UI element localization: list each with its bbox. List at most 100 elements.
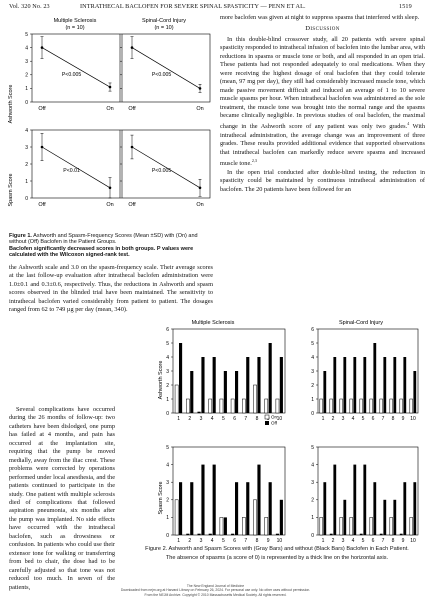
bar-on [389,398,393,414]
bar-on [230,398,235,414]
bar-on [369,517,373,536]
bar-off [246,357,250,413]
x-tick-label: 3 [342,416,345,422]
y-tick-label: 4 [25,128,28,134]
data-point [40,46,44,49]
bar-off [257,357,261,413]
panel-frame [31,33,121,103]
x-tick-label: 4 [352,416,355,422]
y-tick-label: 2 [166,383,169,389]
bar-on [242,398,246,414]
x-tick-label: 8 [256,538,259,544]
y-tick-label: 2 [311,498,314,504]
x-tick-label: 4 [211,538,214,544]
x-tick-label-on: On [106,106,113,112]
figure-2-caption: Figure 2. Ashworth and Spasm Scores with… [128,546,426,561]
right-paragraph-top: more baclofen was given at night to supp… [220,14,420,21]
bar-off [363,357,367,413]
bar-off [212,464,216,535]
bar-on [174,384,179,414]
bar-off [353,464,357,535]
panel-frame [317,446,419,536]
fig1-panel-sci-spasm: Off On P<0.005 [120,129,211,208]
x-tick-label: 6 [372,538,375,544]
bar-on [275,398,280,414]
bar-on [174,499,179,536]
y-tick-label: 3 [25,145,28,151]
y-tick-label: 2 [311,383,314,389]
bar-off [201,357,205,413]
x-tick-label-on: On [196,202,203,208]
y-tick-label: 1 [25,86,28,92]
panel-frame [172,328,286,414]
footer: The New England Journal of Medicine Down… [0,584,431,597]
x-tick-label: 4 [211,416,214,422]
fig1-caption-line2: Baclofen significantly decreased scores … [9,245,194,259]
data-point [108,186,112,190]
x-tick-label: 6 [233,416,236,422]
data-point [130,46,134,49]
panel-frame [121,33,211,103]
bar-on [409,398,413,414]
y-tick-label: 1 [166,397,169,403]
x-tick-label-off: Off [38,202,46,208]
running-header-title: INTRATHECAL BACLOFEN FOR SEVERE SPINAL S… [80,3,306,10]
bar-off [179,343,183,413]
bar-off [363,464,367,535]
bar-off [235,482,239,535]
bar-off [323,482,327,535]
x-tick-label: 7 [244,416,247,422]
fig2-panel-sci-spasm: 0 1 2 3 4 5 1 2 3 4 5 6 7 8 9 10 [311,445,419,544]
bar-off [353,357,357,413]
discussion-p1-b: With intrathecal administration, the ave… [220,123,425,168]
bar-off [413,371,417,413]
x-tick-label-off: Off [128,202,136,208]
p-value-annotation: P<0.01 [63,168,80,174]
y-tick-label: 5 [166,341,169,347]
bar-on [264,517,269,536]
x-tick-label-off: Off [38,106,46,112]
bar-off [212,357,216,413]
y-tick-label: 4 [311,355,314,361]
bar-off [201,464,205,535]
x-tick-label-on: On [196,106,203,112]
panel-frame [121,129,211,199]
x-tick-label: 6 [372,416,375,422]
left-column-narrow: Several complications have occurred duri… [9,406,115,592]
bar-off [333,357,337,413]
bar-on [319,398,323,414]
x-tick-label: 6 [233,538,236,544]
bar-off [190,482,194,535]
bar-on [219,398,224,414]
x-tick-label: 2 [332,416,335,422]
p-value-annotation: P<0.005 [62,72,82,78]
fig2-caption-2: The absence of spasms (a score of 0) is … [165,554,389,561]
y-tick-label: 0 [25,100,28,106]
bar-off [257,464,261,535]
series-line [41,47,111,88]
y-tick-label: 0 [166,411,169,417]
x-tick-label: 5 [362,416,365,422]
left-column-top: the Ashworth scale and 3.0 on the spasm-… [9,264,213,315]
y-tick-label: 0 [25,196,28,202]
footer-copyright: From the NEJM Archive. Copyright © 2010 … [144,592,287,597]
y-tick-label: 3 [166,480,169,486]
fig1-ylabel-ashworth: Ashworth Score [8,85,14,124]
panel-frame [31,129,121,199]
x-tick-label-on: On [106,202,113,208]
bar-off [223,517,227,535]
x-tick-label: 7 [382,416,385,422]
bar-off [373,482,377,535]
discussion-p1-a: In this double-blind crossover study, al… [220,35,425,131]
running-header-volume: Vol. 320 No. 23 [9,3,50,10]
figure-1-caption: Figure 1. Ashworth and Spasm-Frequency S… [9,233,213,259]
fig1-caption-rest: Ashworth and Spasm-Frequency Scores (Mea… [9,233,198,246]
y-tick-label: 6 [311,327,314,333]
x-tick-label: 3 [342,538,345,544]
bar-on [264,398,269,414]
x-tick-label: 1 [177,538,180,544]
bar-off [268,482,272,535]
y-tick-label: 5 [311,341,314,347]
y-tick-label: 0 [311,533,314,539]
